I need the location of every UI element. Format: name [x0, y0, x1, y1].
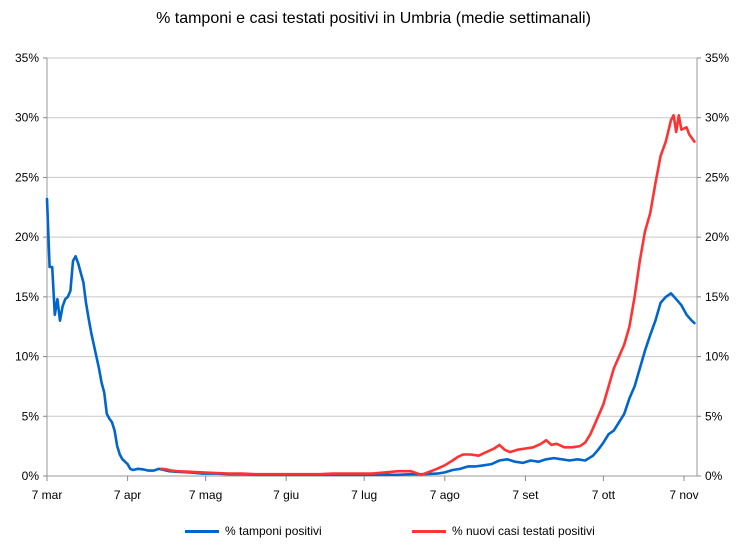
x-tick-label: 7 giu — [273, 488, 299, 502]
y-tick-label-right: 5% — [705, 409, 723, 423]
legend-label-tamponi: % tamponi positivi — [225, 524, 322, 538]
x-tick-label: 7 set — [512, 488, 539, 502]
x-axis: 7 mar 7 apr 7 mag 7 giu 7 lug 7 ago 7 set 7 ott… — [32, 476, 699, 502]
y-tick-label-right: 10% — [705, 350, 729, 364]
series-line-nuovi-casi-positivi — [160, 114, 696, 477]
y-tick-label-right: 25% — [705, 170, 729, 184]
x-tick-label: 7 mag — [189, 488, 222, 502]
y-tick-label-left: 30% — [15, 111, 39, 125]
y-tick-label-left: 25% — [15, 170, 39, 184]
y-tick-label-right: 20% — [705, 230, 729, 244]
y-tick-label-right: 30% — [705, 111, 729, 125]
y-tick-label-left: 20% — [15, 230, 39, 244]
y-tick-label-left: 15% — [15, 290, 39, 304]
x-tick-label: 7 ago — [430, 488, 460, 502]
y-tick-label-right: 15% — [705, 290, 729, 304]
legend-label-nuovi-casi: % nuovi casi testati positivi — [452, 524, 595, 538]
y-axis-left: 0% 5% 10% 15% 20% 25% 30% 35% — [15, 51, 47, 483]
x-tick-label: 7 ott — [592, 488, 616, 502]
gridlines — [47, 57, 697, 417]
series-line-tamponi-positivi — [45, 197, 696, 477]
series-lines — [45, 114, 696, 477]
x-tick-label: 7 nov — [669, 488, 698, 502]
legend-item-tamponi: % tamponi positivi — [185, 524, 322, 538]
x-tick-label: 7 mar — [32, 488, 63, 502]
legend-swatch-nuovi-casi — [412, 529, 446, 533]
y-tick-label-left: 5% — [22, 409, 40, 423]
x-tick-label: 7 apr — [114, 488, 141, 502]
legend-swatch-tamponi — [185, 529, 219, 533]
y-axis-right: 0% 5% 10% 15% 20% 25% 30% 35% — [697, 51, 729, 483]
legend-item-nuovi-casi: % nuovi casi testati positivi — [412, 524, 595, 538]
y-tick-label-right: 0% — [705, 469, 723, 483]
chart-title: % tamponi e casi testati positivi in Umb… — [156, 10, 591, 27]
y-tick-label-left: 35% — [15, 51, 39, 65]
x-tick-label: 7 lug — [351, 488, 377, 502]
y-tick-label-left: 10% — [15, 350, 39, 364]
y-tick-label-right: 35% — [705, 51, 729, 65]
y-tick-label-left: 0% — [22, 469, 40, 483]
